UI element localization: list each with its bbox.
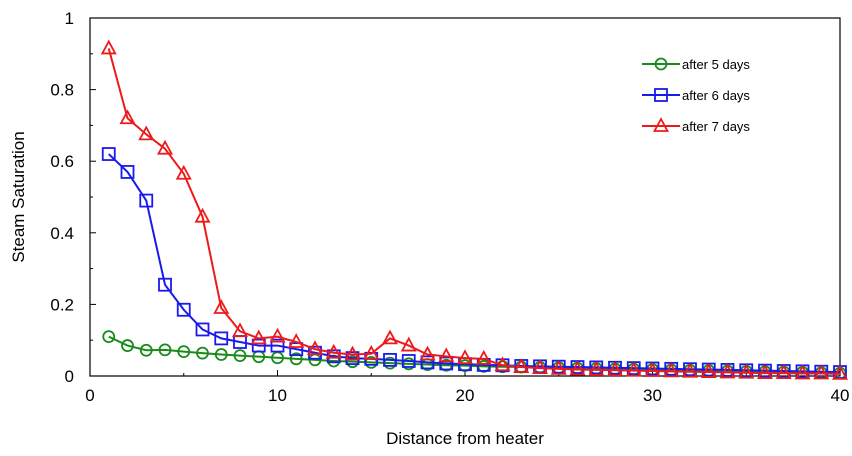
data-point-after-7-days	[156, 139, 174, 155]
data-point-after-7-days	[400, 336, 417, 352]
legend-marker-after-6-days	[654, 88, 668, 102]
data-point-after-7-days	[606, 361, 624, 377]
series-line-after-5-days	[108, 335, 841, 375]
data-point-after-7-days	[475, 349, 492, 365]
data-point-after-7-days	[194, 207, 211, 223]
data-point-after-7-days	[138, 125, 155, 141]
x-tick-label: 40	[831, 386, 850, 405]
data-point-after-7-days	[719, 363, 736, 379]
data-point-after-7-days	[775, 364, 792, 380]
data-point-after-7-days	[306, 340, 324, 356]
data-point-after-7-days	[119, 109, 136, 125]
data-point-after-6-days	[401, 354, 416, 368]
data-point-after-7-days	[175, 164, 192, 180]
x-tick-label: 0	[85, 386, 94, 405]
data-point-after-7-days	[419, 345, 436, 361]
x-tick-label: 10	[268, 386, 287, 405]
data-point-after-7-days	[513, 358, 530, 373]
data-point-after-5-days	[158, 343, 172, 357]
legend-label: after 7 days	[682, 119, 750, 134]
y-tick-label: 0.2	[50, 295, 74, 314]
data-point-after-7-days	[438, 347, 455, 363]
data-point-after-5-days	[289, 352, 303, 366]
data-point-after-5-days	[196, 346, 209, 360]
data-point-after-7-days	[531, 359, 549, 375]
x-tick-label: 30	[643, 386, 662, 405]
data-point-after-7-days	[569, 360, 586, 376]
series-line-after-7-days	[107, 48, 841, 375]
data-point-after-7-days	[456, 349, 474, 365]
data-point-after-7-days	[344, 345, 361, 361]
data-point-after-7-days	[250, 329, 267, 345]
y-tick-label: 0	[65, 367, 74, 386]
legend-marker-after-5-days	[654, 57, 668, 71]
data-point-after-7-days	[644, 362, 661, 377]
data-point-after-5-days	[102, 330, 116, 344]
data-point-after-7-days	[625, 361, 642, 377]
data-point-after-6-days	[120, 165, 135, 179]
data-point-after-6-days	[195, 322, 210, 337]
y-tick-label: 1	[65, 9, 74, 28]
legend: after 5 days after 6 days after 7 days	[642, 57, 750, 134]
data-point-after-6-days	[214, 331, 229, 346]
ticks-layer: 0 10 20 30 40 0 0.2 0.4 0.6 0.8 1	[50, 9, 849, 405]
data-point-after-7-days	[269, 327, 286, 343]
data-point-after-5-days	[121, 339, 134, 352]
data-point-after-6-days	[176, 302, 191, 317]
legend-label: after 5 days	[682, 57, 750, 72]
data-point-after-7-days	[738, 363, 755, 379]
data-point-after-7-days	[213, 299, 230, 314]
y-tick-label: 0.8	[50, 81, 74, 100]
data-point-after-7-days	[663, 362, 680, 378]
x-axis-title: Distance from heater	[386, 429, 544, 448]
data-point-after-7-days	[381, 329, 399, 345]
data-point-after-7-days	[681, 362, 699, 378]
data-point-after-6-days	[439, 356, 454, 371]
data-point-after-7-days	[756, 364, 774, 380]
data-point-after-6-days	[270, 338, 285, 353]
y-axis-title: Steam Saturation	[9, 131, 28, 262]
data-point-after-7-days	[550, 359, 567, 375]
y-tick-label: 0.4	[50, 224, 74, 243]
series-line-after-6-days	[108, 153, 841, 374]
series-layer	[100, 39, 849, 380]
data-point-after-5-days	[233, 349, 247, 362]
data-point-after-7-days	[831, 364, 849, 380]
legend-label: after 6 days	[682, 88, 750, 103]
data-point-after-7-days	[325, 343, 342, 359]
y-tick-label: 0.6	[50, 152, 74, 171]
data-point-after-7-days	[231, 322, 249, 338]
data-point-after-7-days	[700, 363, 717, 378]
data-point-after-5-days	[139, 343, 153, 357]
data-point-after-7-days	[494, 356, 511, 372]
data-point-after-6-days	[101, 147, 116, 161]
data-point-after-7-days	[588, 361, 605, 376]
data-point-after-7-days	[794, 364, 811, 380]
data-point-after-5-days	[177, 345, 191, 359]
data-point-after-7-days	[100, 39, 117, 55]
data-point-after-6-days	[251, 338, 266, 353]
data-point-after-6-days	[383, 352, 397, 367]
x-tick-label: 20	[456, 386, 475, 405]
data-point-after-6-days	[420, 355, 435, 370]
data-point-after-7-days	[813, 364, 830, 380]
data-point-after-6-days	[158, 277, 172, 292]
data-point-after-5-days	[214, 348, 228, 361]
data-point-after-6-days	[139, 193, 154, 208]
legend-marker-after-7-days	[652, 117, 670, 132]
data-point-after-6-days	[289, 342, 304, 357]
data-point-after-7-days	[288, 333, 305, 348]
data-point-after-7-days	[363, 344, 380, 360]
